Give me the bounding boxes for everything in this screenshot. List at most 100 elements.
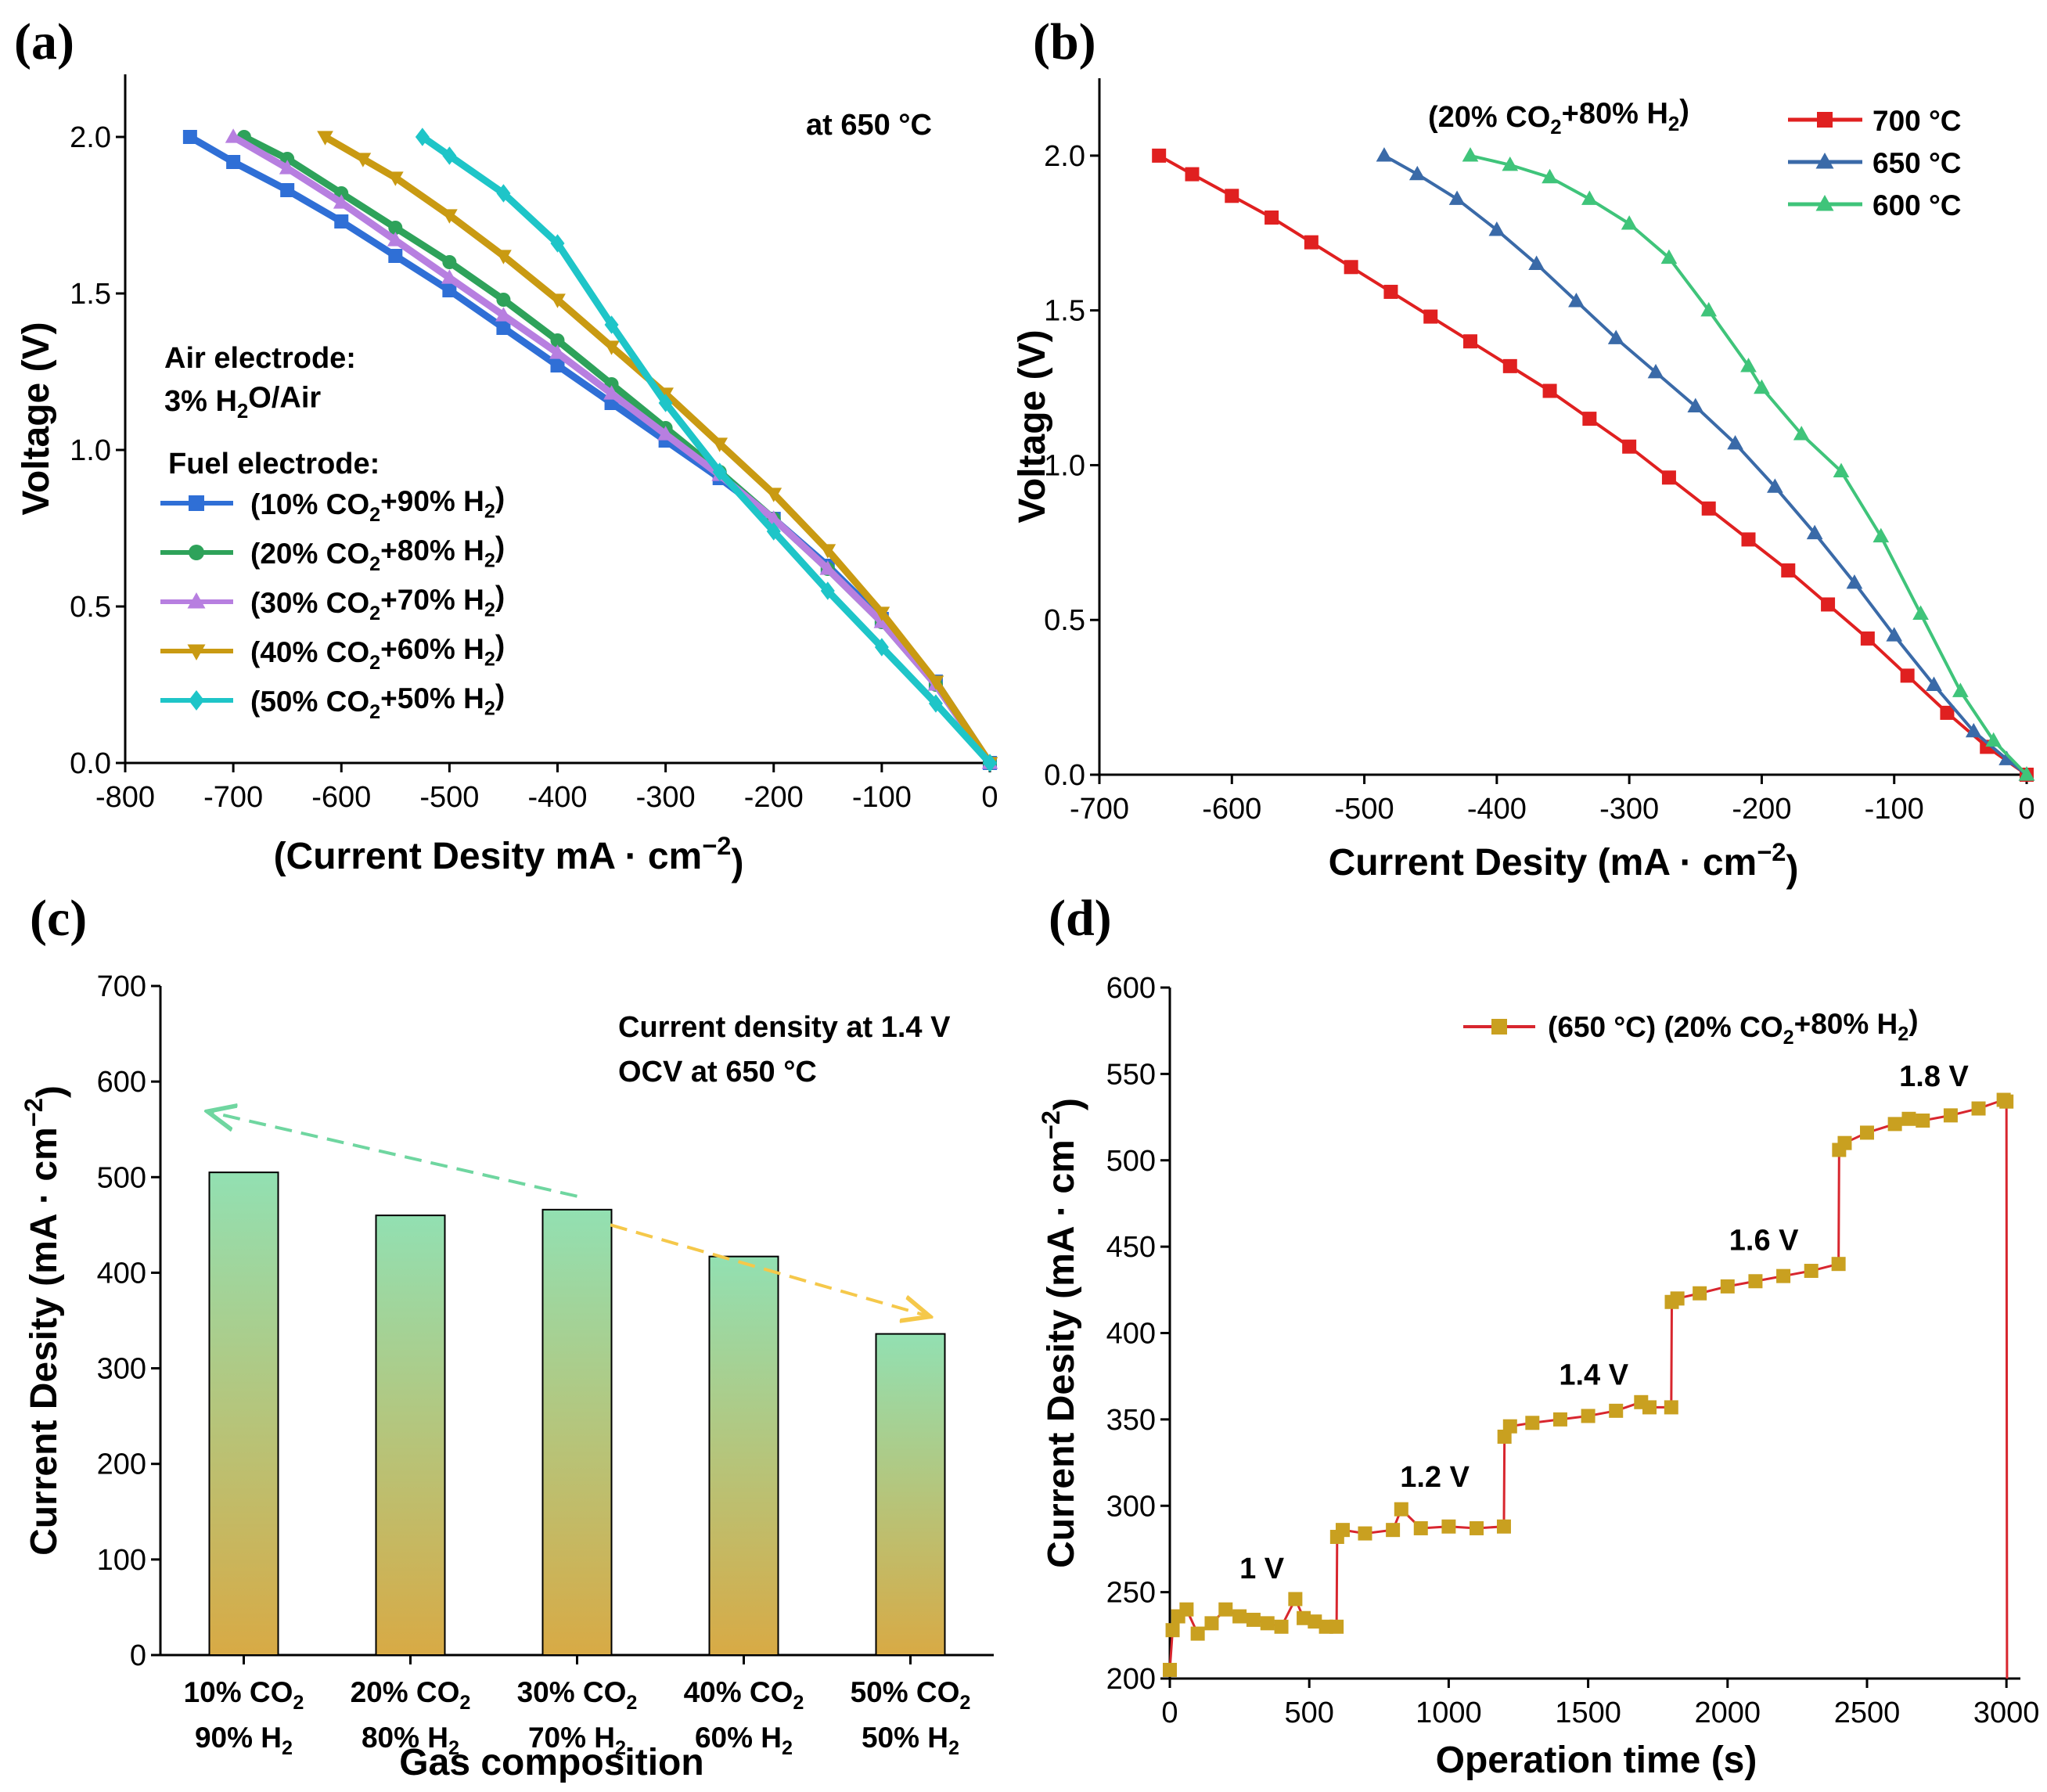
a-series-3-point bbox=[603, 385, 620, 400]
b-series-2-point bbox=[1448, 190, 1466, 205]
b-series-2-point bbox=[1647, 363, 1664, 379]
a-series-5-point bbox=[928, 694, 943, 713]
b-series-2-point bbox=[1607, 329, 1624, 344]
a-air-electrode-gas-part: 3% H bbox=[164, 385, 237, 418]
d-x-tick-label: 3000 bbox=[1973, 1697, 2040, 1729]
a-legend-label-1: (10% CO2+90% H2) bbox=[250, 482, 505, 526]
c-category-line2-3: 70% H2 bbox=[528, 1722, 626, 1759]
d-y-tick-label: 550 bbox=[1106, 1058, 1156, 1091]
d-series-point bbox=[1297, 1610, 1311, 1625]
d-legend-marker bbox=[1491, 1019, 1507, 1035]
c-y-tick-label: 500 bbox=[97, 1161, 146, 1194]
b-series-1-point bbox=[1344, 260, 1358, 275]
b-series-3-point bbox=[1793, 426, 1810, 441]
a-y-tick-label: 1.5 bbox=[70, 278, 111, 311]
b-gas-annotation: (20% CO2+80% H2) bbox=[1428, 94, 1689, 139]
d-series-point bbox=[1165, 1623, 1180, 1638]
a-legend-label-2-part: (20% CO bbox=[250, 538, 369, 570]
d-legend-label: (650 °C) (20% CO2+80% H2) bbox=[1548, 1005, 1919, 1049]
a-series-3-point bbox=[225, 128, 242, 143]
d-series-point bbox=[1642, 1400, 1657, 1415]
d-series-point bbox=[1218, 1602, 1233, 1617]
a-x-axis-title-part: (Current Desity mA · cm bbox=[274, 836, 703, 877]
a-series-4-point bbox=[927, 675, 944, 690]
c-category-line1-1-part: 2 bbox=[293, 1692, 304, 1714]
c-category-line1-3-part: 2 bbox=[626, 1692, 637, 1714]
d-series-point bbox=[1720, 1279, 1735, 1294]
d-x-axis-title: Operation time (s) bbox=[1436, 1740, 1757, 1781]
a-series-4-point bbox=[317, 131, 333, 146]
a-legend-label-3: (30% CO2+70% H2) bbox=[250, 581, 505, 624]
a-series-1-point bbox=[226, 155, 241, 169]
a-series-4-point bbox=[441, 209, 458, 224]
d-legend-label-part: 2 bbox=[1898, 1024, 1908, 1045]
b-gas-annotation-part: ) bbox=[1679, 94, 1689, 127]
a-x-tick-label: -100 bbox=[852, 781, 912, 814]
a-series-4-point bbox=[495, 250, 512, 264]
d-series-point bbox=[1179, 1602, 1194, 1617]
c-category-line2-5: 50% H2 bbox=[862, 1722, 959, 1759]
d-series-point bbox=[1308, 1614, 1322, 1629]
a-legend-marker-1 bbox=[189, 495, 204, 511]
d-series-point bbox=[1441, 1519, 1456, 1534]
b-series-3-point bbox=[1700, 301, 1718, 317]
d-series-point bbox=[1274, 1619, 1289, 1634]
d-legend-label-part: ) bbox=[1908, 1005, 1918, 1037]
b-legend-marker-1 bbox=[1817, 112, 1833, 128]
c-category-line2-1-part: 90% H bbox=[195, 1722, 282, 1754]
b-x-tick-label: -400 bbox=[1467, 793, 1527, 826]
c-y-tick-label: 0 bbox=[130, 1639, 146, 1672]
d-series-point bbox=[1999, 1094, 2014, 1109]
a-series-5-point bbox=[983, 754, 997, 772]
a-temp-annotation: at 650 °C bbox=[806, 109, 932, 142]
a-legend-label-2: (20% CO2+80% H2) bbox=[250, 531, 505, 575]
a-series-5-point bbox=[550, 234, 565, 253]
c-trend-arrow-2 bbox=[610, 1223, 927, 1315]
d-legend-label-part: +80% H bbox=[1794, 1008, 1898, 1040]
d-x-tick-label: 1500 bbox=[1555, 1697, 1621, 1729]
b-series-line-2 bbox=[1383, 154, 2028, 776]
b-series-1-point bbox=[1701, 501, 1716, 516]
c-bar-3 bbox=[541, 1208, 613, 1657]
d-y-axis-title-part: ) bbox=[1047, 1098, 1088, 1110]
a-series-3-point bbox=[333, 194, 350, 209]
a-fuel-electrode-title: Fuel electrode: bbox=[168, 448, 380, 480]
a-series-5-point bbox=[820, 581, 835, 600]
d-y-tick-label: 450 bbox=[1106, 1231, 1156, 1264]
d-y-tick-label: 250 bbox=[1106, 1577, 1156, 1610]
b-x-tick-label: -500 bbox=[1335, 793, 1394, 826]
a-series-5-point bbox=[658, 394, 673, 412]
b-y-tick-label: 0.5 bbox=[1044, 604, 1085, 637]
d-y-tick-label: 400 bbox=[1106, 1318, 1156, 1351]
a-series-3-point bbox=[657, 426, 674, 441]
a-series-5-point bbox=[766, 522, 781, 541]
c-trend-arrow-1 bbox=[210, 1112, 577, 1198]
a-legend-label-2-part: ) bbox=[495, 531, 505, 563]
b-y-tick-label: 2.0 bbox=[1044, 140, 1085, 173]
c-category-line1-2-part: 2 bbox=[459, 1692, 470, 1714]
a-legend-label-1-part: ) bbox=[495, 482, 505, 514]
a-legend-label-5: (50% CO2+50% H2) bbox=[250, 679, 505, 723]
panel-label-c: (c) bbox=[30, 890, 87, 947]
a-legend-label-5-part: 2 bbox=[484, 698, 495, 720]
a-air-electrode-gas-part: O/Air bbox=[248, 382, 321, 415]
b-legend-label-2: 650 °C bbox=[1873, 147, 1962, 179]
d-series-point bbox=[1525, 1416, 1540, 1430]
b-legend-marker-3 bbox=[1815, 195, 1834, 211]
a-series-1-point bbox=[280, 183, 295, 197]
d-series-point bbox=[1496, 1519, 1511, 1534]
c-category-line2-3-part: 2 bbox=[615, 1737, 626, 1759]
b-x-axis-title-part: ) bbox=[1786, 848, 1798, 890]
c-bar-4 bbox=[708, 1255, 779, 1657]
d-series-point bbox=[1776, 1268, 1791, 1283]
c-y-axis-title-part: ) bbox=[30, 1085, 71, 1098]
b-x-tick-label: -200 bbox=[1732, 793, 1791, 826]
b-series-3-point bbox=[1952, 682, 1969, 697]
b-x-tick-label: 0 bbox=[2018, 793, 2034, 826]
a-legend-marker-3 bbox=[187, 592, 206, 609]
a-legend-label-3-part: ) bbox=[495, 581, 505, 613]
b-series-1-point bbox=[1463, 334, 1477, 349]
d-y-tick-label: 200 bbox=[1106, 1663, 1156, 1696]
b-x-axis-title: Current Desity (mA · cm−2) bbox=[1329, 837, 1799, 890]
